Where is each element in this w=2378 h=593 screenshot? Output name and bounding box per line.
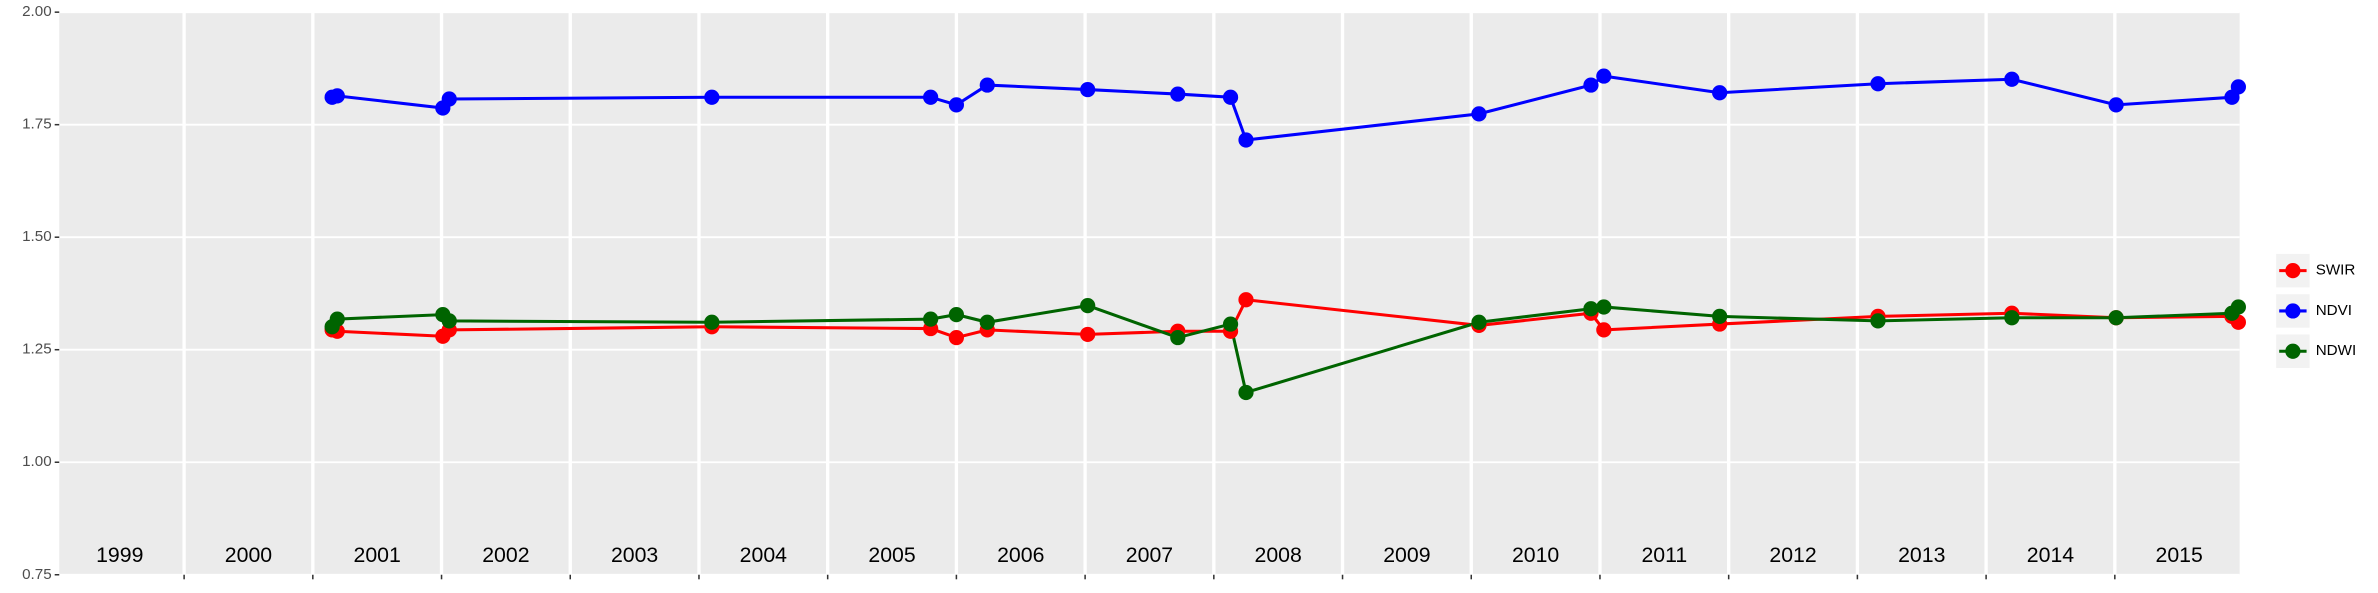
data-point	[1870, 76, 1886, 92]
y-tick-label: 1.75	[22, 116, 52, 133]
legend-marker	[2285, 263, 2301, 279]
data-point	[329, 88, 345, 104]
data-point	[1170, 329, 1186, 346]
data-point	[2004, 71, 2020, 87]
year-label: 2004	[740, 543, 787, 567]
year-label: 2003	[611, 543, 658, 567]
year-label: 2009	[1383, 543, 1430, 567]
plot-panel	[59, 12, 2240, 575]
year-label: 2013	[1898, 543, 1945, 567]
year-label: 2011	[1641, 543, 1687, 567]
data-point	[948, 329, 964, 346]
year-label: 2000	[225, 543, 272, 567]
legend-marker	[2285, 303, 2301, 319]
year-label: 2001	[354, 543, 401, 567]
y-tick-label: 1.25	[22, 341, 52, 358]
data-point	[1870, 313, 1886, 329]
data-point	[704, 314, 720, 330]
data-point	[2230, 299, 2246, 315]
data-point	[1238, 384, 1254, 401]
year-label: 2002	[482, 543, 529, 567]
data-point	[1596, 68, 1612, 84]
data-point	[2230, 79, 2246, 95]
year-label: 2005	[868, 543, 915, 567]
year-label: 2006	[997, 543, 1044, 567]
legend-label: NDWI	[2316, 342, 2357, 359]
y-tick-label: 1.00	[22, 453, 52, 470]
data-point	[1080, 81, 1096, 98]
data-point	[1712, 308, 1728, 325]
data-point	[329, 311, 345, 327]
y-tick-label: 0.75	[22, 566, 52, 583]
year-label: 2012	[1769, 543, 1816, 567]
year-label: 1999	[96, 543, 143, 567]
year-label: 2008	[1255, 543, 1302, 567]
data-point	[441, 91, 457, 107]
legend-label: SWIR	[2316, 262, 2356, 279]
data-point	[2004, 310, 2020, 326]
data-point	[1596, 322, 1612, 338]
year-label: 2014	[2027, 543, 2074, 567]
data-point	[1471, 106, 1487, 122]
year-label: 2015	[2156, 543, 2203, 567]
data-point	[441, 313, 457, 329]
data-point	[979, 314, 995, 330]
data-point	[1080, 298, 1096, 314]
data-point	[1712, 85, 1728, 101]
year-label: 2010	[1512, 543, 1559, 567]
data-point	[923, 311, 939, 327]
data-point	[923, 89, 939, 105]
data-point	[1080, 326, 1096, 343]
data-point	[1170, 86, 1186, 102]
data-point	[2108, 310, 2124, 326]
year-label: 2007	[1126, 543, 1173, 567]
legend-label: NDVI	[2316, 302, 2352, 319]
data-point	[948, 307, 964, 323]
data-point	[1238, 292, 1254, 308]
data-point	[704, 89, 720, 105]
legend-marker	[2285, 343, 2301, 359]
data-point	[1471, 314, 1487, 330]
data-point	[1222, 89, 1239, 105]
data-point	[1238, 132, 1254, 148]
data-point	[948, 97, 964, 113]
data-point	[1222, 316, 1239, 332]
data-point	[2108, 97, 2124, 113]
data-point	[1596, 299, 1612, 315]
data-point	[1583, 77, 1599, 93]
y-tick-label: 2.00	[22, 3, 52, 20]
data-point	[979, 77, 995, 93]
y-tick-label: 1.50	[22, 228, 52, 245]
data-point	[1583, 301, 1599, 317]
